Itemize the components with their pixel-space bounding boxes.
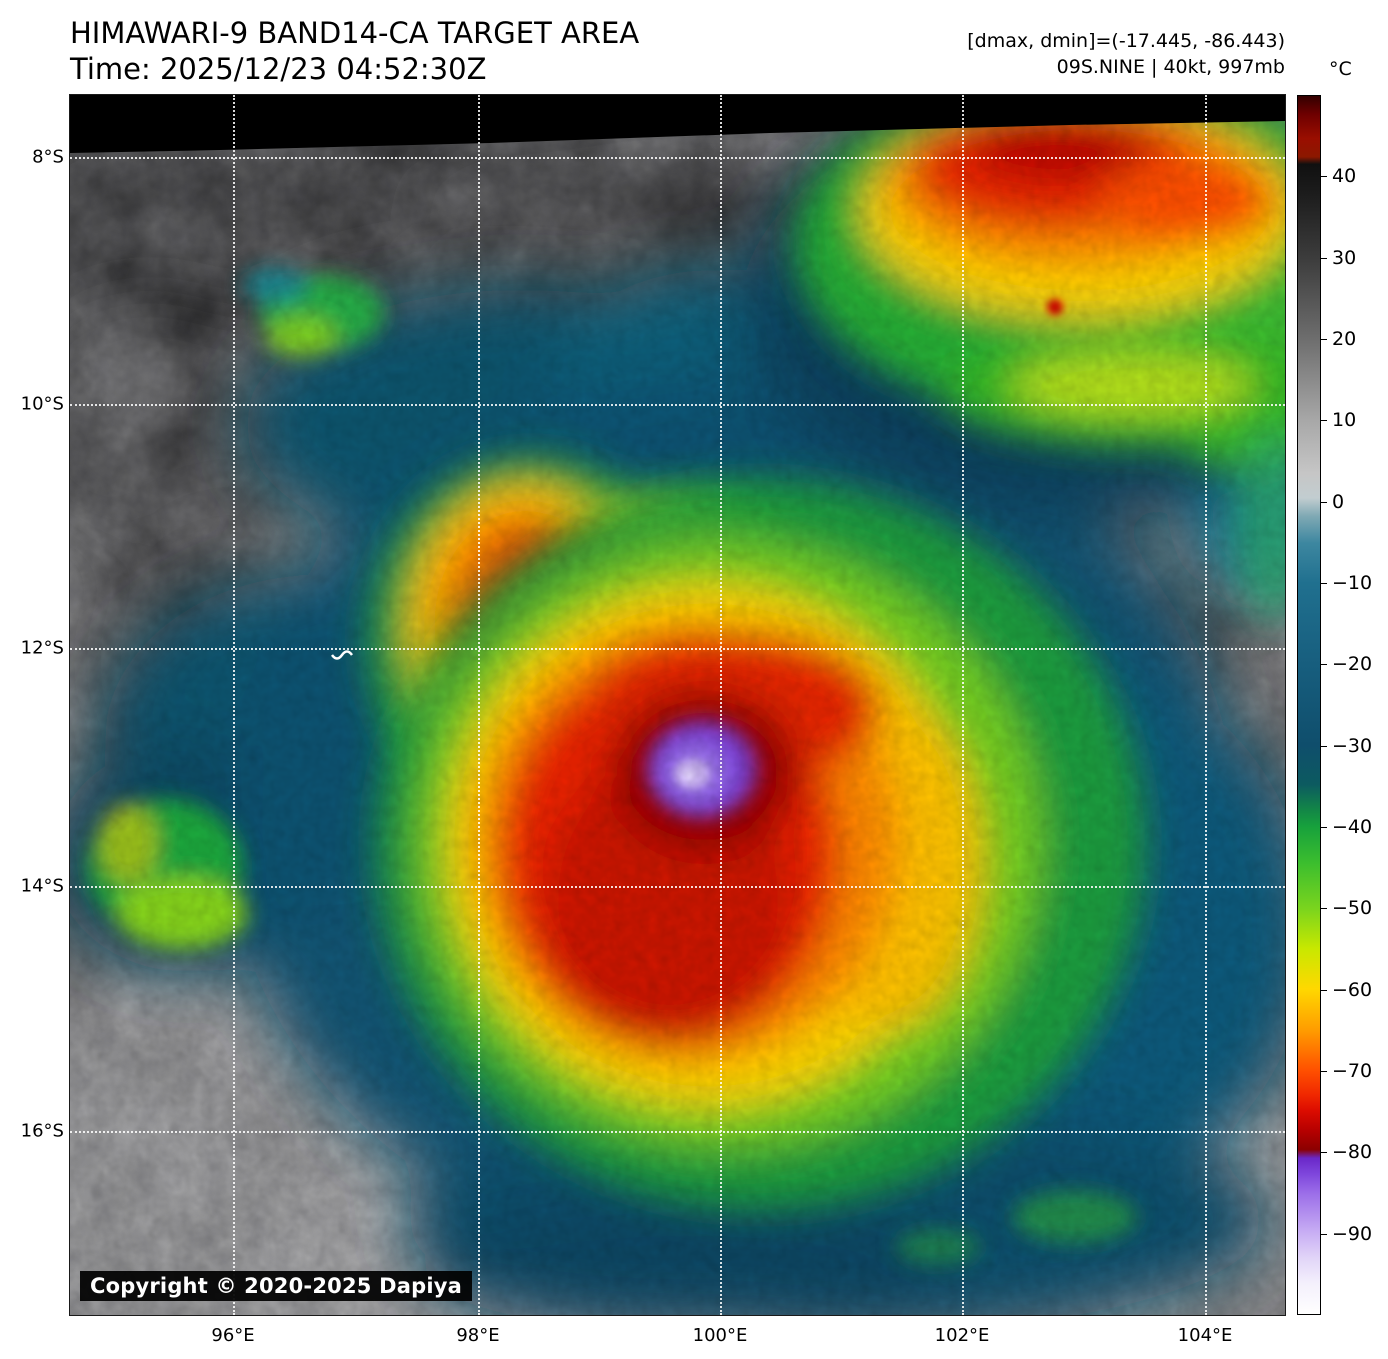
colorbar-tick-label: −50: [1332, 897, 1373, 920]
colorbar-tick-label: −10: [1332, 572, 1373, 594]
scan-edge: [70, 95, 1285, 153]
colorbar-tick-label: −60: [1332, 978, 1373, 1001]
colorbar-tick: [1321, 257, 1327, 259]
colorbar-tick-label: −40: [1332, 816, 1373, 838]
dmax-dmin-readout: [dmax, dmin]=(-17.445, -86.443): [967, 30, 1285, 52]
gridline-lon: [720, 95, 723, 1315]
gridline-lat: [70, 156, 1285, 159]
lat-tick-label: 12°S: [20, 637, 64, 659]
product-title: HIMAWARI-9 BAND14-CA TARGET AREA: [70, 16, 640, 50]
satellite-image: [70, 95, 1285, 1315]
colorbar-tick-label: 40: [1332, 165, 1357, 188]
colorbar-tick-label: 20: [1332, 328, 1357, 350]
colorbar-tick-label: 30: [1332, 246, 1357, 269]
colorbar-tick: [1321, 908, 1327, 910]
gridline-lon: [477, 95, 480, 1315]
colorbar-tick: [1321, 501, 1327, 503]
colorbar-tick: [1321, 1071, 1327, 1072]
colorbar-tick-label: −30: [1332, 734, 1373, 757]
lon-tick-label: 104°E: [1177, 1325, 1233, 1346]
colorbar-tick-label: −90: [1332, 1222, 1373, 1245]
colorbar-unit-label: °C: [1329, 58, 1352, 80]
gridline-lon: [1205, 95, 1208, 1315]
gridline-lon: [962, 95, 965, 1315]
small-marker: [330, 650, 354, 660]
colorbar-tick: [1321, 664, 1327, 666]
lon-tick-label: 100°E: [692, 1325, 748, 1346]
colorbar-tick: [1321, 176, 1327, 178]
gridline-lat: [70, 404, 1285, 407]
lon-tick-label: 98°E: [456, 1325, 500, 1346]
colorbar-tick-label: −70: [1332, 1060, 1373, 1082]
lat-tick-label: 14°S: [20, 875, 64, 897]
colorbar-tick: [1321, 1233, 1327, 1235]
colorbar-tick: [1321, 827, 1327, 828]
timestamp: Time: 2025/12/23 04:52:30Z: [70, 52, 487, 86]
colorbar-tick-label: −80: [1332, 1141, 1373, 1164]
gridline-lat: [70, 648, 1285, 651]
colorbar-tick-label: 0: [1332, 490, 1345, 513]
colorbar-tick: [1321, 745, 1327, 747]
lon-tick-label: 102°E: [934, 1325, 990, 1346]
colorbar-tick: [1321, 420, 1327, 422]
satellite-map: Copyright © 2020-2025 Dapiya: [69, 94, 1286, 1316]
gridline-lat: [70, 886, 1285, 889]
gridline-lon: [233, 95, 236, 1315]
lat-tick-label: 16°S: [20, 1120, 64, 1142]
gridline-lat: [70, 1131, 1285, 1134]
colorbar-tick: [1321, 1152, 1327, 1154]
header-right: [dmax, dmin]=(-17.445, -86.443) 09S.NINE…: [967, 28, 1285, 80]
colorbar-tick: [1321, 989, 1327, 991]
storm-info: 09S.NINE | 40kt, 997mb: [1056, 56, 1285, 78]
colorbar: [1297, 95, 1321, 1315]
colorbar-tick: [1321, 583, 1327, 584]
lon-tick-label: 96°E: [211, 1325, 255, 1346]
copyright-badge: Copyright © 2020-2025 Dapiya: [80, 1271, 472, 1301]
lat-tick-label: 8°S: [32, 146, 64, 168]
colorbar-tick: [1321, 339, 1327, 340]
colorbar-tick-label: 10: [1332, 409, 1357, 432]
colorbar-tick-label: −20: [1332, 653, 1373, 676]
lat-tick-label: 10°S: [20, 393, 64, 415]
